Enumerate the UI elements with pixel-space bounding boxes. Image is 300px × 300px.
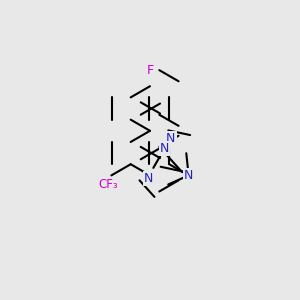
Text: F: F bbox=[146, 64, 154, 77]
Text: N: N bbox=[166, 132, 176, 146]
Text: CF₃: CF₃ bbox=[98, 178, 118, 191]
Text: N: N bbox=[144, 172, 153, 185]
Text: N: N bbox=[184, 169, 193, 182]
Text: N: N bbox=[160, 142, 169, 155]
